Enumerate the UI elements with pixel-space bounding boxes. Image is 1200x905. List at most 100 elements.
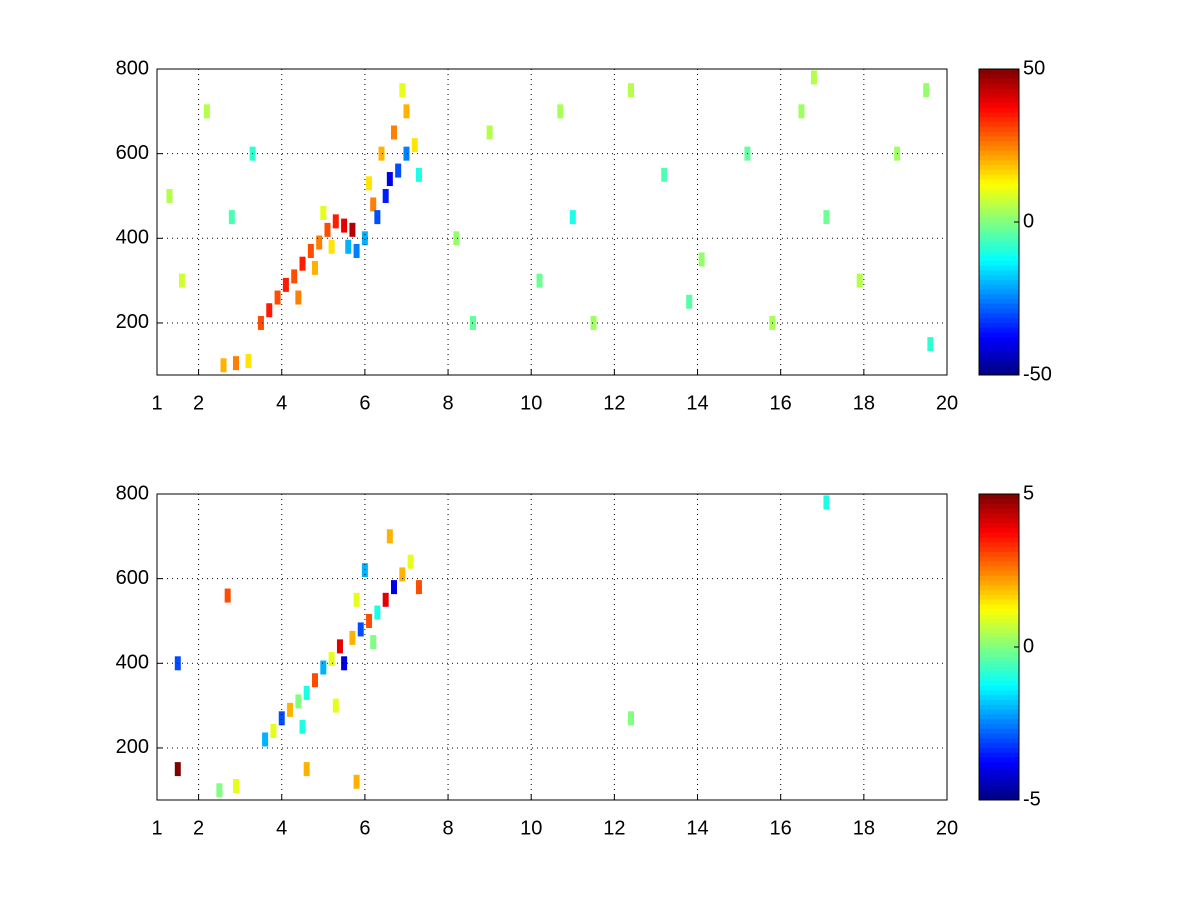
cell	[341, 656, 348, 671]
axes-box	[156, 493, 948, 801]
cell	[382, 188, 389, 203]
x-tick-label: 4	[276, 392, 287, 414]
cell	[324, 222, 331, 237]
colorbar-band	[979, 752, 1019, 758]
colorbar-band	[979, 351, 1019, 357]
cell	[686, 294, 693, 309]
colorbar-band	[979, 155, 1019, 161]
colorbar-band	[979, 121, 1019, 127]
cell	[328, 652, 335, 667]
cell	[927, 337, 934, 352]
colorbar-band	[979, 174, 1019, 180]
colorbar-band	[979, 795, 1019, 801]
cell	[245, 354, 252, 369]
cell	[361, 231, 368, 246]
cell	[349, 630, 356, 645]
colorbar-band	[979, 116, 1019, 123]
x-tick-label: 2	[193, 392, 204, 414]
colorbar-band	[979, 140, 1019, 146]
x-tick-label: 10	[520, 392, 542, 414]
colorbar-band	[979, 260, 1019, 266]
cell	[203, 104, 210, 119]
cell	[370, 197, 377, 212]
cell	[307, 243, 314, 258]
x-tick-label: 14	[686, 392, 708, 414]
cell	[299, 719, 306, 734]
cell	[299, 256, 306, 271]
cell	[391, 125, 397, 140]
cell	[274, 290, 281, 305]
cell	[282, 277, 289, 292]
x-tick-label: 2	[193, 817, 204, 839]
colorbar-band	[979, 312, 1019, 319]
colorbar-band	[979, 322, 1019, 328]
colorbar-band	[979, 198, 1019, 204]
cell	[332, 214, 339, 229]
cell	[303, 762, 310, 777]
colorbar-band	[979, 274, 1019, 280]
cell	[810, 70, 817, 85]
colorbar-band	[979, 766, 1019, 772]
colorbar-band	[979, 92, 1019, 99]
colorbar-band	[979, 608, 1019, 615]
cell	[262, 732, 269, 747]
colorbar-band	[979, 293, 1019, 299]
cell	[628, 711, 634, 726]
colorbar-band	[979, 618, 1019, 624]
y-tick-label: 800	[116, 57, 149, 79]
colorbar-band	[979, 193, 1019, 199]
cell	[320, 205, 327, 220]
cell	[403, 146, 410, 161]
colorbar-band	[979, 107, 1019, 113]
colorbar-band	[979, 102, 1019, 108]
colorbar-band	[979, 666, 1019, 672]
colorbar-band	[979, 241, 1019, 247]
colorbar-band	[979, 718, 1019, 724]
cell	[224, 588, 231, 603]
x-tick-label: 8	[442, 817, 453, 839]
colorbar-band	[979, 188, 1019, 194]
colorbar-band	[979, 145, 1019, 151]
cell	[312, 673, 318, 688]
cell	[366, 176, 373, 191]
colorbar-band	[979, 284, 1019, 290]
colorbar-band	[979, 546, 1019, 552]
colorbar-band	[979, 537, 1019, 543]
cell	[590, 315, 597, 330]
cell	[353, 243, 360, 258]
cell	[345, 239, 352, 254]
colorbar-band	[979, 656, 1019, 662]
colorbar-band	[979, 150, 1019, 156]
cell	[361, 563, 368, 578]
cell	[328, 239, 335, 254]
colorbar-band	[979, 346, 1019, 352]
axes-box	[156, 68, 948, 376]
colorbar-band	[979, 370, 1019, 376]
cell	[856, 273, 863, 288]
colorbar-band	[979, 159, 1019, 166]
colorbar-band	[979, 298, 1019, 304]
colorbar-band	[979, 637, 1019, 643]
colorbar-band	[979, 231, 1019, 237]
colorbar-band	[979, 255, 1019, 261]
colorbar-band	[979, 723, 1019, 729]
cell	[628, 83, 634, 98]
colorbar-band	[979, 594, 1019, 600]
colorbar-band	[979, 327, 1019, 333]
cell	[399, 567, 406, 582]
colorbar-band	[979, 494, 1019, 500]
colorbar-label: 5	[1023, 482, 1034, 504]
y-tick-label: 400	[116, 652, 149, 674]
cell	[349, 222, 356, 237]
y-tick-label: 600	[116, 567, 149, 589]
cell	[391, 580, 397, 595]
x-tick-label: 1	[151, 392, 162, 414]
cell	[403, 104, 410, 119]
cell	[374, 605, 381, 620]
y-tick-label: 200	[116, 311, 149, 333]
cell	[220, 358, 227, 373]
colorbar-band	[979, 73, 1019, 80]
colorbar-band	[979, 250, 1019, 256]
x-tick-label: 12	[603, 817, 625, 839]
